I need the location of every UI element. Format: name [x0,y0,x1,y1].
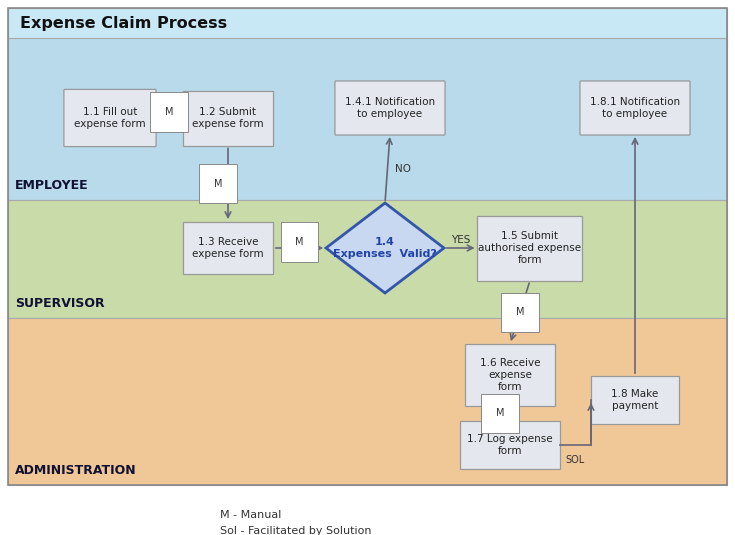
Text: M - Manual: M - Manual [220,510,282,520]
Bar [8,8,727,46]
Text: ADMINISTRATION: ADMINISTRATION [15,464,137,477]
Text: 1.3 Receive
expense form: 1.3 Receive expense form [192,237,264,259]
Text: 1.1 Fill out
expense form: 1.1 Fill out expense form [74,107,146,129]
Bar [183,90,273,146]
Bar [591,376,679,424]
Text: M: M [214,179,222,189]
Bar [465,344,555,406]
Text: 1.2 Submit
expense form: 1.2 Submit expense form [192,107,264,129]
Text: 1.8 Make
payment: 1.8 Make payment [612,389,659,411]
Bar [8,8,727,485]
Text: 1.7 Log expense
form: 1.7 Log expense form [467,434,553,456]
Bar [183,222,273,274]
Text: SOL: SOL [566,455,585,465]
Bar [8,200,727,318]
Text: M: M [165,107,173,117]
Text: Sol - Facilitated by Solution: Sol - Facilitated by Solution [220,526,371,535]
Text: M: M [516,307,524,317]
Bar [460,421,560,469]
Text: 1.8.1 Notification
to employee: 1.8.1 Notification to employee [590,97,680,119]
FancyBboxPatch shape [64,89,156,147]
Bar [478,216,583,280]
Text: YES: YES [451,235,470,245]
FancyBboxPatch shape [335,81,445,135]
Text: Expense Claim Process: Expense Claim Process [20,16,227,31]
Text: NO: NO [395,164,411,173]
Text: 1.4.1 Notification
to employee: 1.4.1 Notification to employee [345,97,435,119]
Text: 1.4
Expenses  Valid?: 1.4 Expenses Valid? [333,237,437,259]
FancyBboxPatch shape [580,81,690,135]
Bar [8,318,727,485]
Text: EMPLOYEE: EMPLOYEE [15,179,89,192]
Polygon shape [326,203,444,293]
Text: 1.5 Submit
authorised expense
form: 1.5 Submit authorised expense form [478,232,581,265]
Text: M: M [295,237,304,247]
Bar [8,38,727,200]
Text: M: M [495,409,504,418]
Text: 1.6 Receive
expense
form: 1.6 Receive expense form [480,358,540,392]
Text: SUPERVISOR: SUPERVISOR [15,297,104,310]
